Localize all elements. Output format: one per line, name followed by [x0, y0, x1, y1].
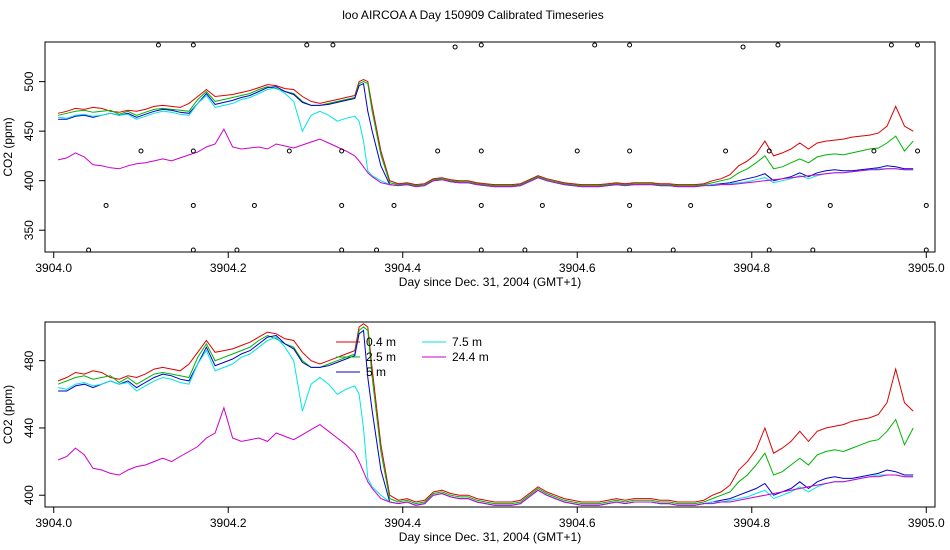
plot-frame	[44, 41, 936, 253]
marker-point	[190, 247, 196, 252]
series-line-green	[57, 81, 914, 187]
plot-frame	[44, 321, 936, 508]
marker-point	[827, 202, 833, 208]
marker-point	[723, 148, 729, 154]
x-tick-label: 3904.6	[559, 516, 596, 530]
series-line-magenta	[57, 128, 914, 188]
legend-label: 7.5 m	[452, 335, 482, 349]
marker-point	[766, 247, 772, 252]
series-line-cyan	[58, 87, 914, 188]
series-line-red	[57, 323, 914, 503]
legend-label: 24.4 m	[452, 350, 489, 364]
x-tick-label: 3905.0	[908, 516, 945, 530]
marker-point	[670, 247, 676, 252]
marker-point	[923, 202, 929, 208]
marker-point	[688, 202, 694, 208]
top-panel: 3904.0 3904.2 3904.4 3904.6 3904.8 3905.0 350 4…	[1, 41, 945, 289]
legend-label: 5 m	[366, 365, 386, 379]
marker-point	[766, 148, 772, 154]
y-tick-label: 350	[22, 220, 36, 240]
y-axis-label: CO2 (ppm)	[1, 117, 15, 176]
y-tick-label: 450	[22, 121, 36, 141]
marker-point	[740, 44, 746, 50]
x-tick-label: 3904.0	[35, 516, 72, 530]
marker-point	[627, 247, 633, 252]
series-line-red	[57, 79, 914, 186]
series-line-magenta	[57, 406, 914, 506]
x-tick-label: 3904.2	[210, 516, 247, 530]
x-tick-label: 3905.0	[908, 261, 945, 275]
x-tick-label: 3904.0	[35, 261, 72, 275]
y-tick-label: 440	[22, 418, 36, 438]
data-layer	[57, 42, 929, 252]
y-axis-label: CO2 (ppm)	[1, 385, 15, 444]
marker-point	[138, 148, 144, 154]
legend: 0.4 m2.5 m5 m 7.5 m24.4 m	[336, 335, 489, 379]
x-tick-label: 3904.6	[559, 261, 596, 275]
marker-point	[234, 247, 240, 252]
x-tick-label: 3904.4	[384, 261, 421, 275]
y-tick-label: 480	[22, 350, 36, 370]
y-tick-label: 500	[22, 71, 36, 91]
x-axis-label: Day since Dec. 31, 2004 (GMT+1)	[399, 275, 581, 289]
marker-point	[478, 148, 484, 154]
x-tick-label: 3904.8	[733, 261, 770, 275]
marker-point	[810, 247, 816, 252]
marker-point	[478, 247, 484, 252]
marker-point	[478, 42, 484, 48]
marker-point	[574, 148, 580, 154]
marker-point	[251, 202, 257, 208]
legend-label: 0.4 m	[366, 335, 396, 349]
marker-point	[871, 148, 877, 154]
bottom-panel: 3904.0 3904.2 3904.4 3904.6 3904.8 3905.0 400 4…	[1, 321, 945, 544]
x-tick-label: 3904.8	[733, 516, 770, 530]
marker-point	[339, 148, 345, 154]
x-tick-label: 3904.2	[210, 261, 247, 275]
x-axis-label: Day since Dec. 31, 2004 (GMT+1)	[399, 530, 581, 544]
x-tick-label: 3904.4	[384, 516, 421, 530]
marker-point	[155, 42, 161, 48]
marker-point	[627, 42, 633, 48]
marker-point	[923, 247, 929, 252]
marker-point	[330, 42, 336, 48]
marker-point	[888, 42, 894, 48]
data-layer	[57, 323, 914, 506]
marker-point	[190, 42, 196, 48]
marker-point	[103, 202, 109, 208]
marker-point	[339, 202, 345, 208]
y-tick-label: 400	[22, 485, 36, 505]
marker-point	[391, 202, 397, 208]
series-line-blue	[58, 82, 914, 188]
marker-point	[304, 42, 310, 48]
marker-point	[775, 42, 781, 48]
marker-point	[286, 148, 292, 154]
marker-point	[86, 247, 92, 252]
marker-point	[452, 44, 458, 50]
legend-label: 2.5 m	[366, 350, 396, 364]
marker-point	[539, 202, 545, 208]
y-tick-label: 400	[22, 170, 36, 190]
marker-point	[478, 202, 484, 208]
marker-point	[190, 148, 196, 154]
marker-point	[522, 247, 528, 252]
marker-point	[190, 202, 196, 208]
marker-point	[627, 202, 633, 208]
marker-point	[627, 148, 633, 154]
marker-point	[339, 247, 345, 252]
chart-title: loo AIRCOA A Day 150909 Calibrated Times…	[342, 8, 603, 22]
marker-point	[766, 202, 772, 208]
marker-point	[915, 148, 921, 154]
marker-point	[915, 42, 921, 48]
marker-point	[435, 148, 441, 154]
marker-point	[592, 42, 598, 48]
marker-point	[374, 247, 380, 252]
series-line-green	[57, 326, 914, 505]
